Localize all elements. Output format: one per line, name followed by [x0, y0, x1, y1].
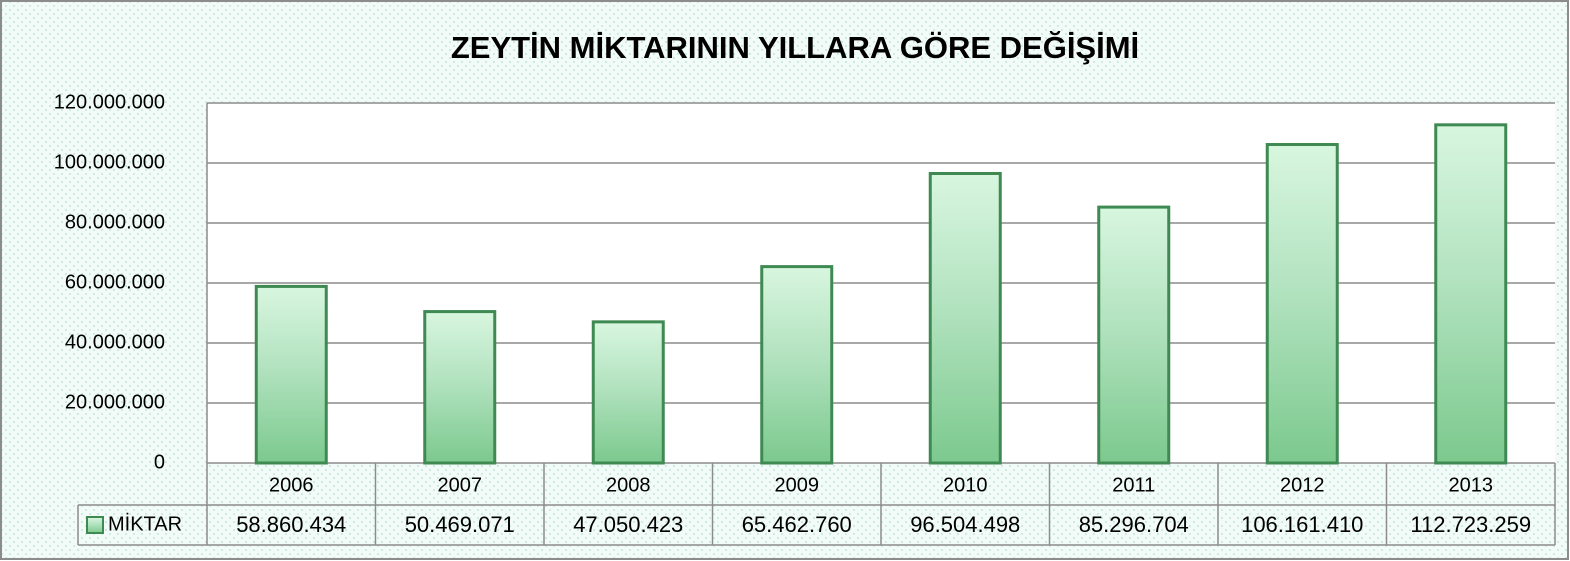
- x-tick-label: 2011: [1112, 474, 1155, 496]
- y-tick-label: 20.000.000: [65, 391, 165, 413]
- y-tick-label: 40.000.000: [65, 331, 165, 353]
- x-tick-label: 2006: [269, 474, 314, 496]
- x-tick-label: 2009: [775, 474, 820, 496]
- x-tick-label: 2008: [606, 474, 651, 496]
- bar: [1097, 205, 1171, 465]
- x-tick-label: 2007: [438, 474, 483, 496]
- chart-title: ZEYTİN MİKTARININ YILLARA GÖRE DEĞİŞİMİ: [451, 30, 1139, 65]
- y-tick-label: 100.000.000: [54, 151, 165, 173]
- table-value: 65.462.760: [742, 512, 852, 537]
- table-value: 96.504.498: [910, 512, 1020, 537]
- bar: [928, 171, 1002, 465]
- bar: [760, 265, 834, 465]
- bar: [1265, 143, 1339, 465]
- legend-label: MİKTAR: [108, 512, 182, 535]
- table-value: 50.469.071: [405, 512, 515, 537]
- legend-swatch: [86, 516, 104, 534]
- y-tick-label: 80.000.000: [65, 211, 165, 233]
- x-tick-label: 2012: [1280, 474, 1325, 496]
- bar: [423, 310, 497, 465]
- table-value: 58.860.434: [236, 512, 346, 537]
- table-value: 106.161.410: [1241, 512, 1363, 537]
- y-tick-label: 120.000.000: [54, 91, 165, 113]
- table-value: 85.296.704: [1079, 512, 1189, 537]
- table-value: 112.723.259: [1410, 512, 1531, 537]
- x-tick-label: 2013: [1449, 474, 1494, 496]
- bar: [1434, 123, 1508, 465]
- x-tick-label: 2010: [943, 474, 988, 496]
- y-tick-label: 0: [154, 451, 165, 473]
- table-value: 47.050.423: [573, 512, 683, 537]
- bar: [254, 284, 328, 465]
- bar: [591, 320, 665, 465]
- y-tick-label: 60.000.000: [65, 271, 165, 293]
